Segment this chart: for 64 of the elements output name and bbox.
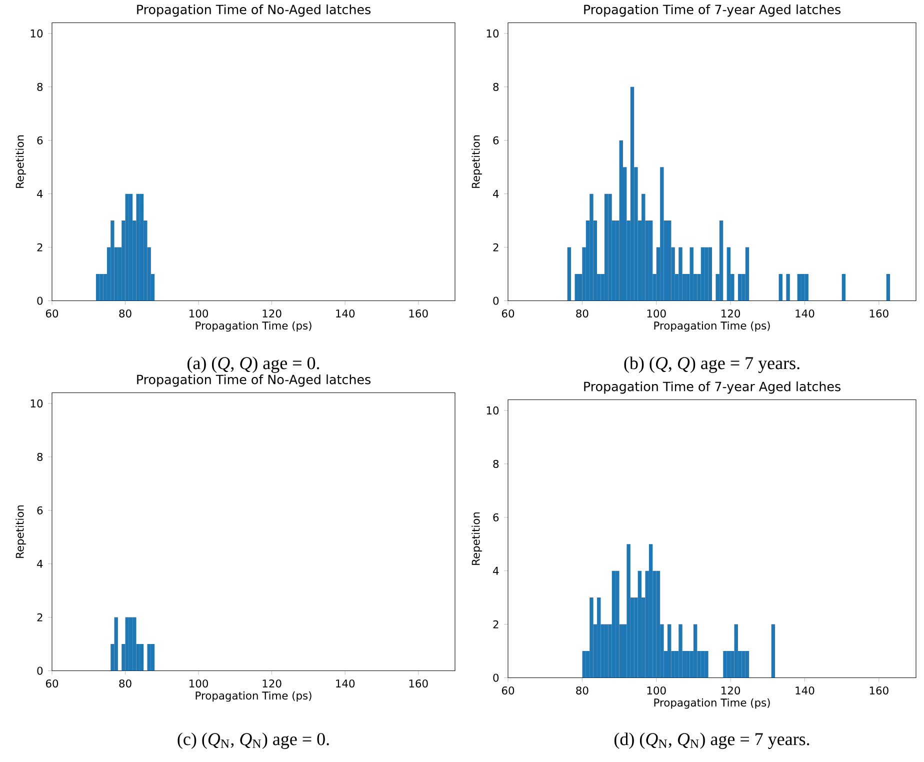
x-tick-label: 140 [336,680,355,688]
y-tick-label: 0 [37,296,43,305]
y-tick-label: 0 [37,666,43,675]
x-axis-title: Propagation Time (ps) [196,321,312,332]
y-tick-label: 2 [37,243,42,252]
y-tick-label: 10 [486,406,499,415]
y-tick-label: 0 [493,296,499,305]
x-axis-title: Propagation Time (ps) [196,691,312,702]
x-tick-label: 160 [409,310,428,318]
x-tick-label: 100 [190,310,208,318]
chart-title: Propagation Time of No-Aged latches [137,4,371,17]
chart-title: Propagation Time of No-Aged latches [137,374,371,387]
x-tick-label: 100 [190,680,208,688]
y-tick-label: 10 [30,400,43,408]
y-tick-label: 8 [493,82,499,92]
x-tick-label: 120 [262,310,282,318]
x-tick-label: 80 [119,680,132,688]
y-axis-title: Repetition [16,506,26,558]
x-tick-label: 120 [722,686,740,695]
x-tick-label: 80 [576,686,588,695]
x-tick-label: 60 [46,680,58,688]
x-tick-label: 100 [647,310,666,318]
y-tick-label: 6 [493,136,499,145]
x-tick-label: 80 [576,310,588,318]
y-axis-title: Repetition [16,136,26,188]
chart-title: Propagation Time of 7-year Aged latches [584,382,840,394]
chart-title: Propagation Time of 7-year Aged latches [584,4,840,17]
x-tick-label: 140 [336,310,355,318]
y-tick-label: 4 [493,190,499,198]
x-tick-label: 140 [796,686,814,695]
y-tick-label: 8 [493,460,499,468]
x-axis-title: Propagation Time (ps) [654,698,770,709]
y-tick-label: 2 [493,243,498,252]
x-tick-label: 160 [870,686,888,695]
y-tick-label: 0 [493,674,499,682]
y-tick-label: 8 [37,82,43,92]
x-tick-label: 60 [502,686,514,695]
x-tick-label: 120 [262,680,282,688]
y-tick-label: 2 [493,620,498,628]
y-tick-label: 8 [37,452,43,462]
x-axis-title: Propagation Time (ps) [654,321,770,332]
y-tick-label: 4 [37,560,43,568]
x-tick-label: 60 [46,310,58,318]
y-tick-label: 6 [493,513,499,522]
x-tick-label: 100 [647,686,666,695]
y-tick-label: 10 [30,30,43,38]
y-tick-label: 6 [37,506,43,515]
y-tick-label: 10 [486,30,499,38]
y-tick-label: 2 [37,613,42,622]
y-axis-title: Repetition [472,512,482,566]
y-axis-title: Repetition [472,136,482,188]
text: (b) (Q, Q) age = 7 years. [624,356,800,374]
x-tick-label: 160 [409,680,428,688]
y-tick-label: 6 [37,136,43,145]
x-tick-label: 60 [502,310,514,318]
x-tick-label: 80 [119,310,132,318]
text: (a) (Q, Q) age = 0. [188,356,320,374]
x-tick-label: 140 [796,310,814,318]
y-tick-label: 4 [493,567,499,575]
x-tick-label: 120 [722,310,740,318]
x-tick-label: 160 [870,310,888,318]
text: (c) (Q$_{N}$, Q$_{N}$) age = 0. [178,732,329,750]
y-tick-label: 4 [37,190,43,198]
text: (d) (Q$_{N}$, Q$_{N}$) age = 7 years. [614,732,810,750]
